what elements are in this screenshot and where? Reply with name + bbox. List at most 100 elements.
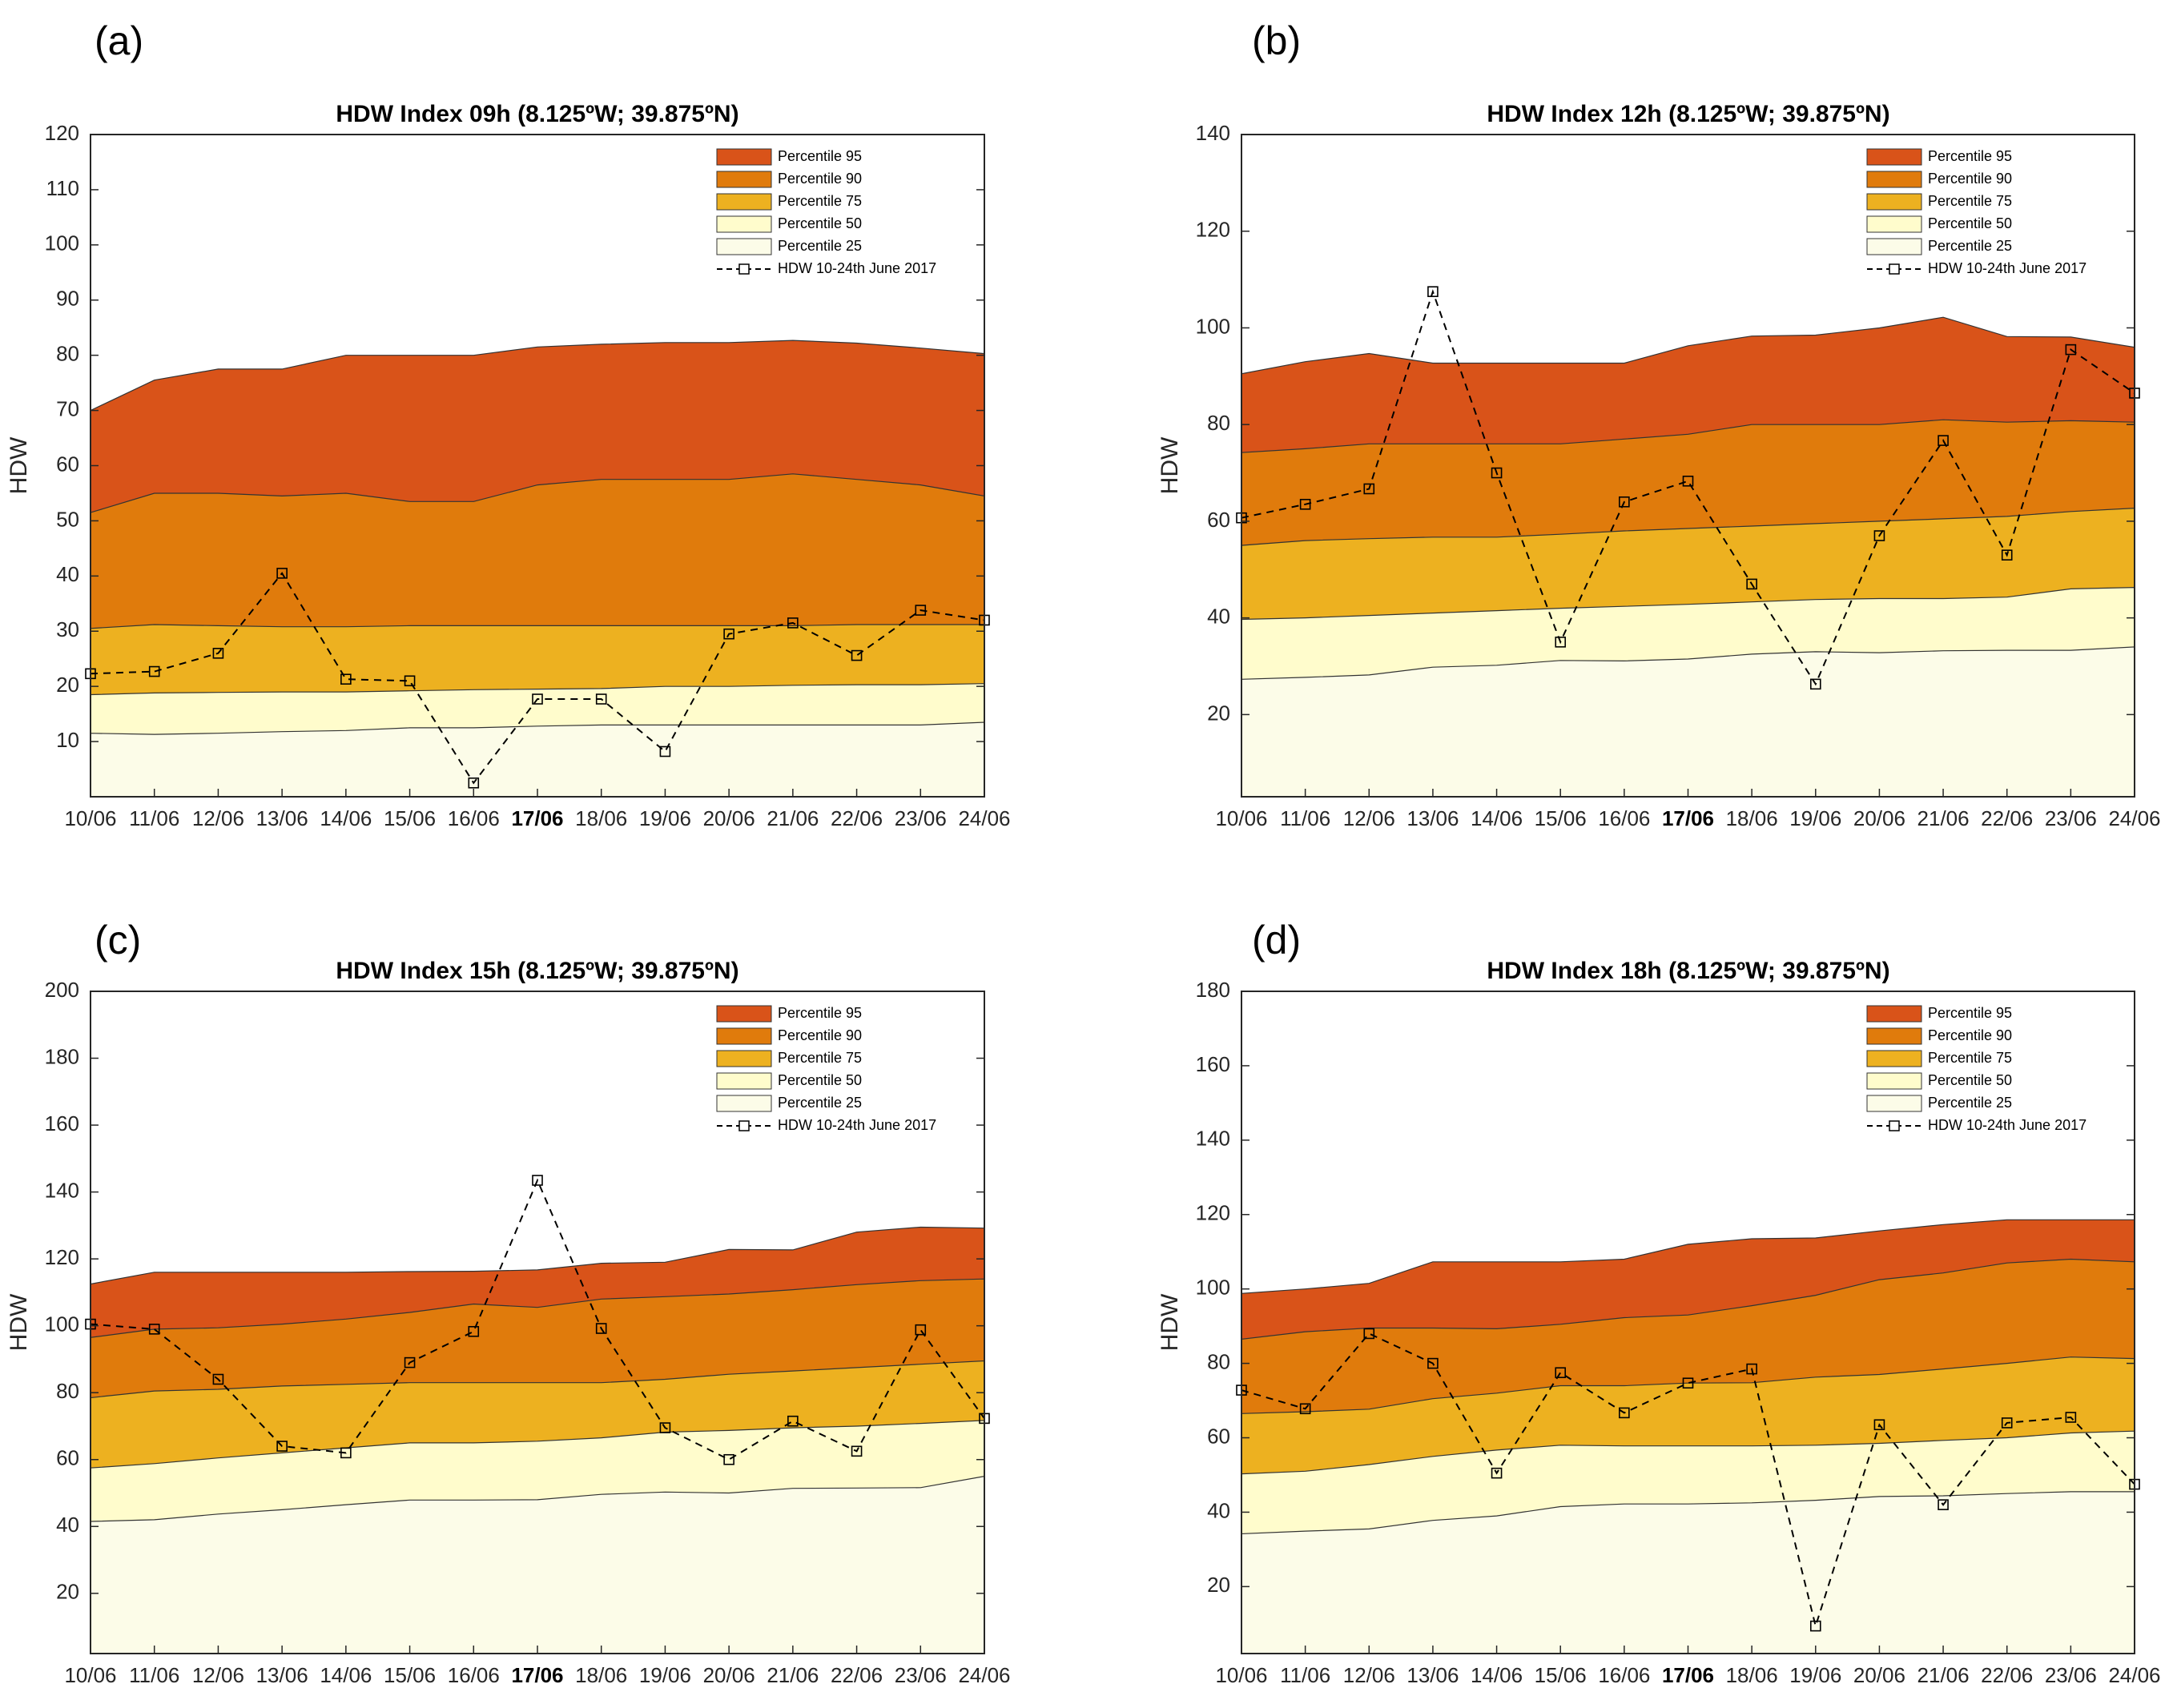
x-tick-label: 16/06 (1598, 806, 1650, 830)
x-tick-label: 22/06 (831, 806, 883, 830)
hdw-point (404, 1356, 416, 1368)
y-axis-label: HDW (1157, 1293, 1183, 1351)
hdw-point (1873, 530, 1885, 541)
y-tick-label: 140 (1196, 1127, 1230, 1151)
x-tick-label: 24/06 (2108, 806, 2160, 830)
y-tick-label: 140 (1196, 121, 1230, 145)
y-tick-label: 180 (1196, 978, 1230, 1002)
hdw-point (1491, 1467, 1503, 1479)
y-tick-label: 40 (56, 562, 79, 586)
y-tick-label: 40 (1207, 1498, 1230, 1522)
hdw-point (1491, 467, 1503, 479)
legend-entry: Percentile 90 (778, 171, 862, 187)
x-tick-label: 24/06 (2108, 1663, 2160, 1687)
legend-entry: Percentile 25 (1928, 1095, 2012, 1111)
legend-entry: HDW 10-24th June 2017 (1928, 260, 2086, 276)
x-tick-label: 12/06 (1343, 1663, 1395, 1687)
y-tick-label: 80 (1207, 411, 1230, 435)
x-tick-label: 19/06 (639, 806, 691, 830)
hdw-point (595, 1323, 607, 1334)
y-tick-label: 10 (56, 728, 79, 752)
y-tick-label: 120 (1196, 1201, 1230, 1225)
x-tick-label: 17/06 (1662, 806, 1714, 830)
legend-entry: Percentile 95 (778, 148, 862, 164)
legend-entry: Percentile 75 (1928, 193, 2012, 209)
y-tick-label: 60 (1207, 508, 1230, 532)
x-tick-label: 13/06 (1406, 1663, 1459, 1687)
legend-entry: Percentile 25 (1928, 238, 2012, 254)
x-tick-label: 23/06 (2045, 1663, 2097, 1687)
chart-panel-b: (b) HDW Index 12h (8.125ºW; 39.875ºN) 20 40… (1157, 18, 2161, 830)
x-tick-label: 23/06 (2045, 806, 2097, 830)
legend-entry: Percentile 50 (1928, 215, 2012, 231)
y-tick-label: 120 (45, 1245, 79, 1269)
legend-entry: HDW 10-24th June 2017 (778, 1117, 936, 1133)
hdw-point (1299, 498, 1311, 510)
hdw-point (1427, 286, 1439, 297)
x-tick-label: 19/06 (639, 1663, 691, 1687)
x-tick-label: 11/06 (1280, 1663, 1330, 1687)
legend-swatch-p75 (716, 1050, 772, 1067)
hdw-point (468, 1325, 480, 1337)
x-tick-label: 16/06 (448, 1663, 500, 1687)
chart-title: HDW Index 09h (8.125ºW; 39.875ºN) (336, 101, 738, 127)
y-tick-label: 120 (1196, 218, 1230, 242)
hdw-point (1619, 496, 1630, 508)
x-tick-label: 20/06 (703, 806, 755, 830)
legend-marker-hdw (738, 263, 750, 275)
x-tick-label: 13/06 (256, 806, 308, 830)
x-tick-label: 22/06 (1981, 806, 2033, 830)
hdw-point (1363, 483, 1375, 495)
legend-entry: HDW 10-24th June 2017 (1928, 1117, 2086, 1133)
legend-swatch-p90 (716, 171, 772, 188)
legend-entry: Percentile 50 (778, 1072, 862, 1088)
legend-swatch-p75 (716, 193, 772, 211)
x-tick-label: 16/06 (1598, 1663, 1650, 1687)
hdw-point (532, 693, 543, 705)
hdw-point (2001, 549, 2013, 561)
y-axis-label: HDW (6, 1293, 32, 1351)
hdw-point (1555, 1367, 1567, 1379)
legend-swatch-p90 (1866, 1027, 1922, 1045)
hdw-point (1809, 678, 1821, 690)
legend: Percentile 95 Percentile 90 Percentile 75 P… (712, 1003, 970, 1143)
x-tick-label: 23/06 (895, 1663, 947, 1687)
hdw-point (851, 649, 863, 661)
y-tick-label: 110 (46, 176, 79, 200)
x-tick-label: 15/06 (1535, 1663, 1587, 1687)
panel-letter: (d) (1252, 918, 1301, 963)
hdw-point (2001, 1417, 2013, 1429)
legend-marker-hdw (738, 1120, 750, 1131)
legend-entry: Percentile 50 (1928, 1072, 2012, 1088)
x-tick-label: 10/06 (1215, 806, 1267, 830)
y-tick-label: 70 (56, 396, 79, 420)
y-tick-label: 160 (1196, 1052, 1230, 1076)
x-tick-label: 19/06 (1789, 1663, 1841, 1687)
hdw-point (723, 628, 734, 640)
hdw-point (787, 617, 799, 629)
hdw-point (659, 1422, 671, 1433)
x-tick-label: 17/06 (511, 806, 563, 830)
y-tick-label: 120 (45, 121, 79, 145)
area-p25 (90, 721, 985, 798)
x-tick-label: 16/06 (448, 806, 500, 830)
legend-marker-hdw (1889, 263, 1900, 275)
legend-entry: Percentile 25 (778, 1095, 862, 1111)
hdw-point (1938, 1499, 1949, 1510)
hdw-point (148, 1324, 160, 1335)
hdw-line (90, 1178, 985, 1461)
hdw-point (404, 675, 416, 687)
x-tick-label: 19/06 (1789, 806, 1841, 830)
legend-swatch-p50 (716, 1072, 772, 1090)
hdw-point (1299, 1403, 1311, 1415)
legend-swatch-p95 (716, 148, 772, 166)
y-tick-label: 100 (45, 1312, 79, 1336)
y-tick-label: 180 (45, 1044, 79, 1068)
legend-swatch-p95 (1866, 1005, 1922, 1023)
x-tick-label: 12/06 (192, 806, 244, 830)
x-tick-label: 18/06 (575, 1663, 627, 1687)
x-tick-label: 12/06 (1343, 806, 1395, 830)
legend-entry: Percentile 90 (1928, 171, 2012, 187)
y-tick-label: 90 (56, 287, 79, 311)
